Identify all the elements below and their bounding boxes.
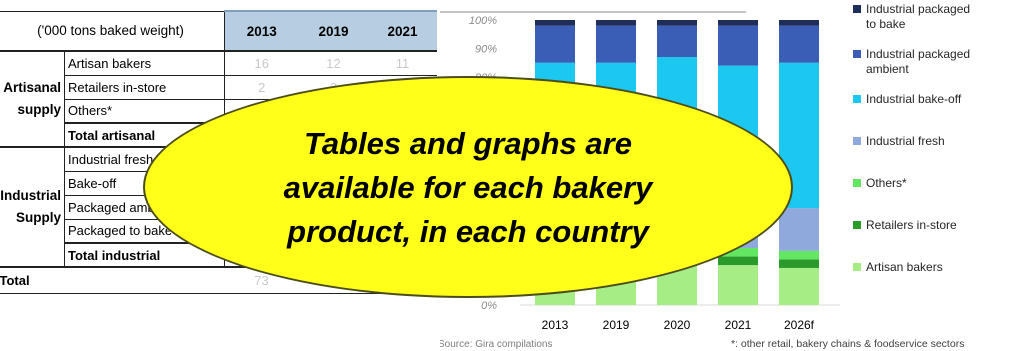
chart-legend: Industrial packaged to bake Industrial pac… (853, 2, 970, 274)
bar-segment (596, 20, 636, 26)
group-label-line: Artisanal (0, 77, 61, 99)
legend-swatch (853, 137, 861, 145)
bar-segment (779, 259, 819, 268)
x-tick-label: 2020 (664, 318, 691, 332)
unit-header: ('000 tons baked weight) (0, 11, 225, 51)
legend-label: Industrial bake-off (866, 92, 962, 106)
source-note: Source: Gira compilations (440, 339, 553, 350)
x-tick-label: 2013 (542, 318, 569, 332)
bar-segment (718, 26, 758, 66)
bar-segment (718, 265, 758, 305)
y-tick-label: 0% (481, 300, 497, 312)
row-label: Retailers in-store (65, 75, 225, 99)
table-row: Artisanal supply Artisan bakers 16 12 11 (0, 51, 437, 75)
callout-line: Tables and graphs are (143, 122, 793, 166)
x-tick-label: 2026f (784, 318, 815, 332)
legend-label: Retailers in-store (866, 218, 957, 232)
row-label: Total (0, 267, 225, 293)
legend-swatch (853, 221, 861, 229)
row-label: Others* (65, 99, 225, 123)
year-header: 2019 (299, 11, 369, 51)
legend-label: Artisan bakers (866, 260, 943, 274)
bar-segment (718, 20, 758, 26)
year-header: 2013 (225, 11, 299, 51)
cell-value: 11 (369, 51, 437, 75)
legend-swatch (853, 50, 861, 58)
legend-label: Industrial packaged ambient (866, 47, 970, 76)
callout-message: Tables and graphs are available for each… (143, 122, 793, 254)
group-label: Industrial Supply (0, 147, 65, 267)
legend-label: Industrial fresh (866, 134, 945, 148)
x-axis-labels: 2013 2019 2020 2021 2026f (542, 318, 815, 332)
bar-segment (657, 20, 697, 26)
bar-segment (657, 26, 697, 57)
group-label-line: supply (0, 99, 61, 121)
bar-segment (779, 20, 819, 26)
cell-value: 12 (299, 51, 369, 75)
legend-swatch (853, 263, 861, 271)
table-header-row: ('000 tons baked weight) 2013 2019 2021 (0, 11, 437, 51)
legend-swatch (853, 179, 861, 187)
bar-segment (535, 26, 575, 63)
x-tick-label: 2021 (725, 318, 752, 332)
group-label-line: Industrial (0, 185, 61, 207)
y-tick-label: 100% (469, 15, 497, 27)
group-label-line: Supply (0, 207, 61, 229)
bar-segment (779, 26, 819, 63)
row-label: Artisan bakers (65, 51, 225, 75)
y-tick-label: 90% (475, 44, 497, 56)
footnote: *: other retail, bakery chains & foodser… (731, 338, 964, 350)
year-header: 2021 (369, 11, 437, 51)
bar-segment (535, 20, 575, 26)
legend-swatch (853, 95, 861, 103)
cell-value: 16 (225, 51, 299, 75)
callout-line: available for each bakery (143, 166, 793, 210)
bar-segment (596, 26, 636, 63)
callout-line: product, in each country (143, 210, 793, 254)
group-label: Artisanal supply (0, 51, 65, 147)
bar-segment (718, 257, 758, 266)
bar-segment (779, 268, 819, 305)
legend-swatch (853, 5, 861, 13)
legend-label: Others* (866, 176, 907, 190)
legend-label: Industrial packaged to bake (866, 2, 970, 31)
x-tick-label: 2019 (603, 318, 630, 332)
